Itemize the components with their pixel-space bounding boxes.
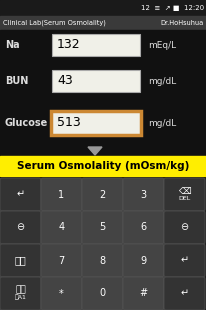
Bar: [0, 0, 206, 16]
FancyBboxPatch shape: [122, 244, 163, 277]
Text: 43: 43: [57, 74, 72, 87]
Text: 513: 513: [57, 117, 80, 130]
Text: ↵: ↵: [180, 255, 188, 265]
Text: mg/dL: mg/dL: [147, 118, 175, 127]
Text: ⊖: ⊖: [180, 223, 188, 232]
Text: Dr.HoHsuhua: Dr.HoHsuhua: [160, 20, 203, 26]
Text: ↵: ↵: [180, 289, 188, 299]
FancyBboxPatch shape: [52, 70, 139, 92]
Text: ⌫: ⌫: [177, 187, 190, 196]
Text: 6: 6: [140, 223, 146, 232]
Bar: [0, 178, 206, 310]
Text: 4: 4: [58, 223, 64, 232]
FancyBboxPatch shape: [82, 244, 122, 277]
Text: 8: 8: [99, 255, 105, 265]
FancyBboxPatch shape: [82, 178, 122, 211]
FancyBboxPatch shape: [41, 211, 82, 244]
Text: Na: Na: [5, 40, 20, 50]
Polygon shape: [88, 147, 102, 155]
Text: 5: 5: [99, 223, 105, 232]
Bar: [0, 156, 206, 176]
Bar: [0, 30, 206, 156]
FancyBboxPatch shape: [0, 178, 41, 211]
FancyBboxPatch shape: [0, 277, 41, 310]
Text: 記号: 記号: [15, 255, 26, 265]
Text: DEL: DEL: [178, 196, 190, 201]
Text: ⊖: ⊖: [16, 223, 25, 232]
FancyBboxPatch shape: [163, 244, 204, 277]
Text: 0: 0: [99, 289, 105, 299]
Text: BUN: BUN: [5, 76, 28, 86]
FancyBboxPatch shape: [0, 244, 41, 277]
Text: #: #: [139, 289, 147, 299]
FancyBboxPatch shape: [122, 277, 163, 310]
Text: mg/dL: mg/dL: [147, 77, 175, 86]
Text: 132: 132: [57, 38, 80, 51]
Text: Clinical Lab(Serum Osmolality): Clinical Lab(Serum Osmolality): [3, 20, 105, 26]
FancyBboxPatch shape: [52, 34, 139, 56]
Text: Glucose: Glucose: [5, 118, 48, 128]
Bar: [0, 16, 206, 30]
FancyBboxPatch shape: [41, 277, 82, 310]
FancyBboxPatch shape: [163, 211, 204, 244]
Text: 文字: 文字: [15, 286, 26, 294]
FancyBboxPatch shape: [82, 211, 122, 244]
FancyBboxPatch shape: [41, 178, 82, 211]
Text: *: *: [59, 289, 64, 299]
FancyBboxPatch shape: [163, 277, 204, 310]
Text: 2: 2: [99, 189, 105, 200]
Text: 1: 1: [58, 189, 64, 200]
FancyBboxPatch shape: [41, 244, 82, 277]
Text: mEq/L: mEq/L: [147, 41, 175, 50]
Text: Serum Osmolality (mOsm/kg): Serum Osmolality (mOsm/kg): [17, 161, 189, 171]
Text: ↵: ↵: [16, 189, 25, 200]
FancyBboxPatch shape: [82, 277, 122, 310]
Text: 9: 9: [140, 255, 146, 265]
FancyBboxPatch shape: [122, 178, 163, 211]
Text: 7: 7: [58, 255, 64, 265]
Text: あA1: あA1: [14, 294, 26, 300]
FancyBboxPatch shape: [163, 178, 204, 211]
FancyBboxPatch shape: [51, 111, 140, 135]
Text: 3: 3: [140, 189, 146, 200]
FancyBboxPatch shape: [122, 211, 163, 244]
Text: 12  ≡  ↗ ■  12:20: 12 ≡ ↗ ■ 12:20: [140, 5, 203, 11]
FancyBboxPatch shape: [0, 211, 41, 244]
